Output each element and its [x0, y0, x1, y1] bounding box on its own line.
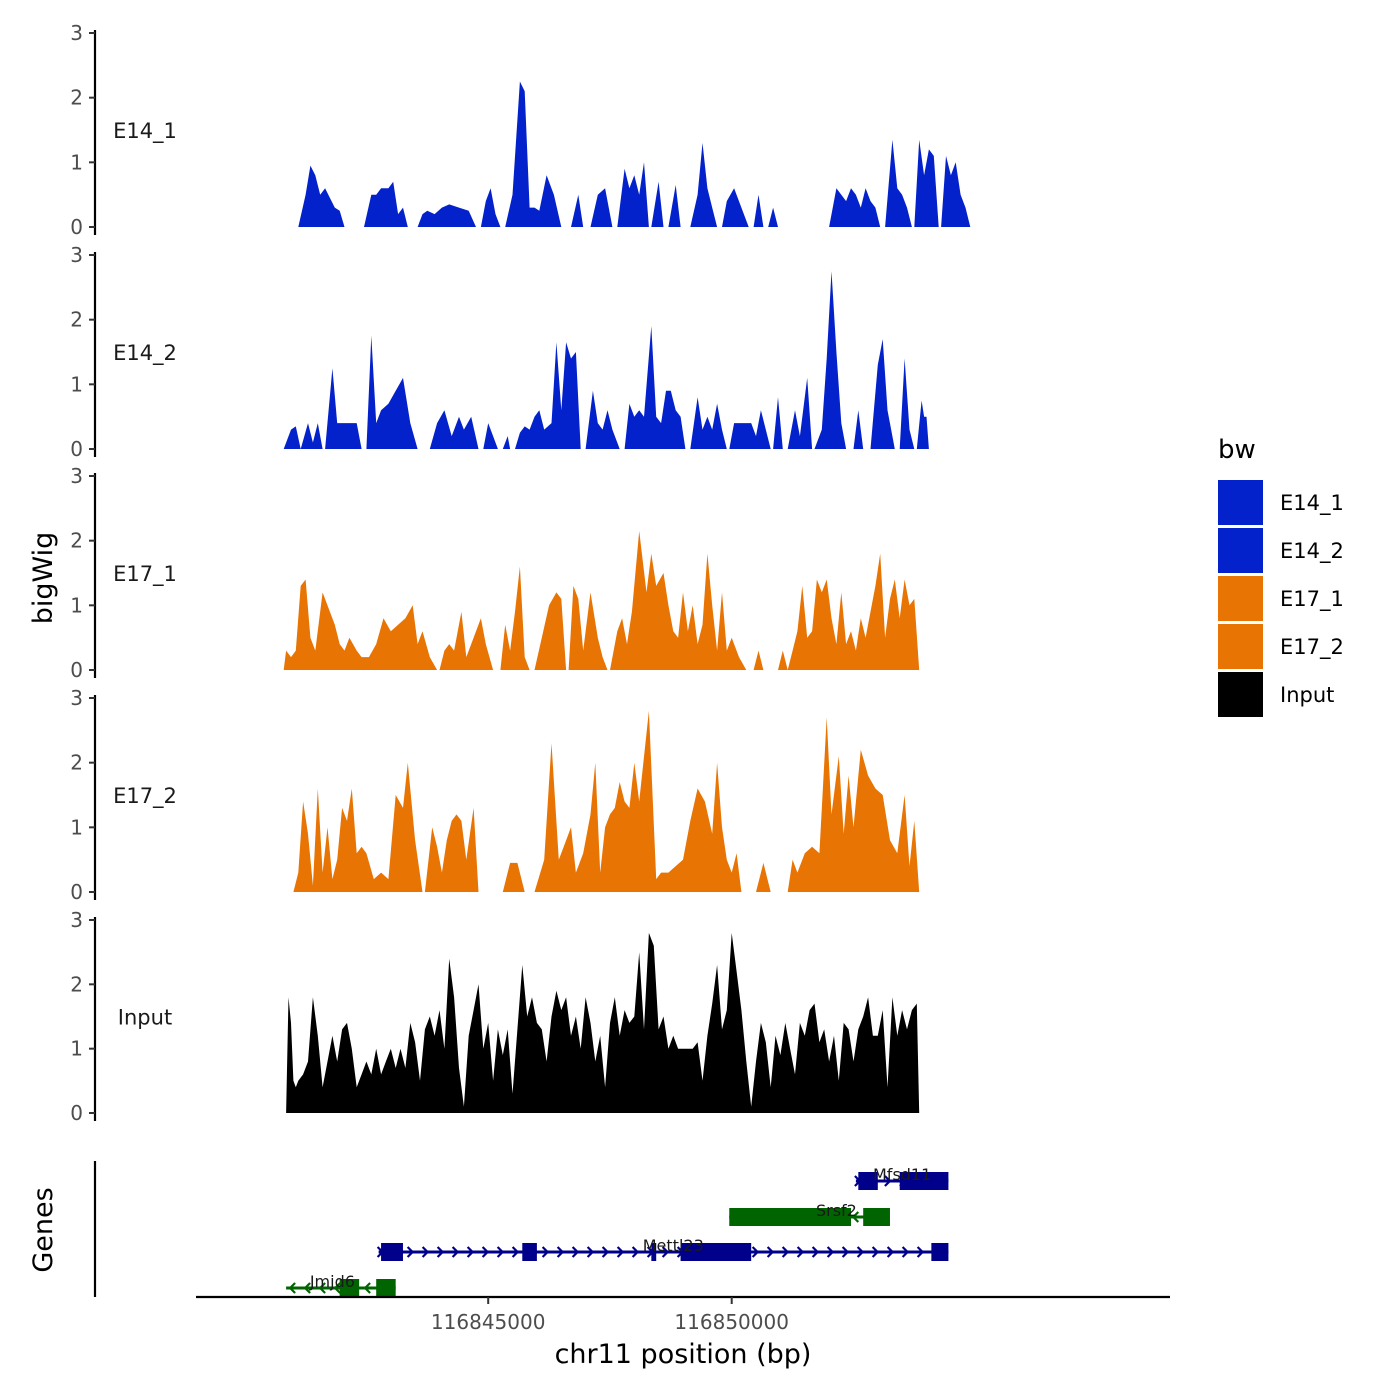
gene-Jmjd6: Jmjd6 — [286, 1272, 396, 1297]
y-tick-label: 1 — [70, 593, 83, 617]
legend-label: E14_2 — [1280, 539, 1344, 564]
y-tick-label: 3 — [70, 686, 83, 710]
gene-exon — [680, 1243, 752, 1261]
bigwig-tracks: 0 1 2 3 E14_1 0 1 2 3 E14_2 0 1 2 3 E17_1 0 1 2 3 E17_2 0 1 2 3… — [70, 21, 971, 1125]
legend-swatch-E14_2 — [1218, 528, 1263, 573]
y-tick-label: 3 — [70, 21, 83, 45]
gene-exon — [931, 1243, 949, 1261]
legend-swatch-E17_1 — [1218, 576, 1263, 621]
track-label: E17_2 — [113, 784, 177, 809]
signal-area-Input — [286, 932, 920, 1113]
y-tick-label: 0 — [70, 215, 83, 239]
legend-swatch-E14_1 — [1218, 480, 1263, 525]
gene-Mfsd11: Mfsd11 — [854, 1165, 949, 1190]
gene-label: Srsf2 — [816, 1201, 857, 1220]
legend-label: Input — [1280, 683, 1334, 707]
gene-Srsf2: Srsf2 — [729, 1201, 890, 1226]
legend-swatch-Input — [1218, 672, 1263, 717]
legend-label: E14_1 — [1280, 491, 1344, 516]
y-tick-label: 1 — [70, 815, 83, 839]
genes-axis-title: Genes — [28, 1187, 59, 1272]
legend-label: E17_1 — [1280, 587, 1344, 612]
track-E17_2: 0 1 2 3 E17_2 — [70, 686, 920, 904]
track-E14_1: 0 1 2 3 E14_1 — [70, 21, 971, 239]
signal-area-E17_2 — [293, 710, 920, 892]
track-Input: 0 1 2 3 Input — [70, 908, 920, 1125]
gene-exon — [522, 1243, 537, 1261]
y-tick-label: 1 — [70, 150, 83, 174]
y-tick-label: 2 — [70, 529, 83, 553]
gene-exon — [729, 1208, 852, 1226]
y-tick-label: 0 — [70, 658, 83, 682]
signal-area-E14_2 — [283, 271, 929, 449]
gene-label: Mettl23 — [643, 1236, 704, 1255]
y-tick-label: 2 — [70, 86, 83, 110]
gene-label: Jmjd6 — [309, 1272, 355, 1291]
legend-swatch-E17_2 — [1218, 624, 1263, 669]
y-tick-label: 0 — [70, 437, 83, 461]
y-tick-label: 1 — [70, 372, 83, 396]
gene-Mettl23: Mettl23 — [376, 1236, 949, 1261]
gene-exon — [381, 1243, 403, 1261]
gene-track: Mfsd11 Srsf2 Mettl23 Jmjd6 — [93, 1161, 949, 1297]
y-tick-label: 0 — [70, 880, 83, 904]
gene-exon — [899, 1172, 949, 1190]
track-E17_1: 0 1 2 3 E17_1 — [70, 464, 920, 682]
y-tick-label: 3 — [70, 464, 83, 488]
track-label: E14_1 — [113, 119, 177, 144]
y-tick-label: 2 — [70, 751, 83, 775]
signal-area-E14_1 — [298, 81, 971, 227]
x-tick-label: 116845000 — [431, 1310, 546, 1334]
track-E14_2: 0 1 2 3 E14_2 — [70, 243, 929, 461]
y-tick-label: 3 — [70, 243, 83, 267]
signal-area-E17_1 — [283, 531, 920, 670]
x-tick-label: 116850000 — [674, 1310, 789, 1334]
y-tick-label: 3 — [70, 908, 83, 932]
legend-label: E17_2 — [1280, 635, 1344, 660]
track-label: E17_1 — [113, 562, 177, 587]
y-tick-label: 1 — [70, 1037, 83, 1061]
legend: bw E14_1 E14_2 E17_1 E17_2 Input — [1218, 435, 1344, 717]
legend-title: bw — [1218, 435, 1256, 465]
gene-exon — [339, 1279, 360, 1297]
y-axis-title: bigWig — [28, 532, 59, 625]
gene-label: Mfsd11 — [873, 1165, 931, 1184]
gene-exon — [858, 1172, 878, 1190]
y-tick-label: 0 — [70, 1101, 83, 1125]
gene-exon — [863, 1208, 890, 1226]
y-tick-label: 2 — [70, 972, 83, 996]
x-axis-title: chr11 position (bp) — [555, 1339, 812, 1370]
y-tick-label: 2 — [70, 308, 83, 332]
x-axis: 116845000 116850000 — [196, 1295, 1170, 1334]
gene-exon — [651, 1243, 657, 1261]
gene-exon — [376, 1279, 396, 1297]
track-label: E14_2 — [113, 341, 177, 366]
track-label: Input — [118, 1006, 172, 1030]
